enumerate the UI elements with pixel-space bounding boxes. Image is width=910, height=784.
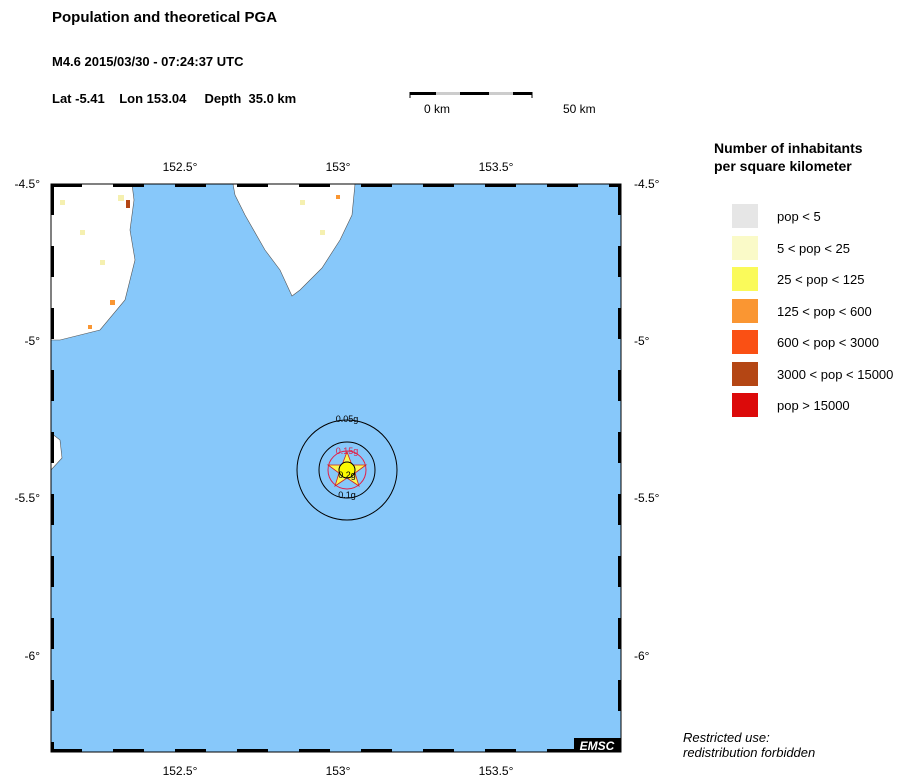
legend-label: pop < 5 — [777, 209, 821, 224]
location-info: Lat -5.41 Lon 153.04 Depth 35.0 km — [52, 91, 297, 106]
map-frame — [50, 183, 622, 753]
legend-title: per square kilometer — [714, 158, 852, 174]
legend-swatch — [732, 361, 758, 386]
legend-swatch — [732, 267, 758, 291]
pga-contours: 0.05g 0.15g 0.2g 0.1g — [296, 414, 398, 521]
legend-swatch — [732, 393, 758, 417]
lon-tick: 153.5° — [479, 160, 514, 174]
axis-labels: 152.5° 153° 153.5° 152.5° 153° 153.5° -4… — [15, 160, 660, 778]
lat-tick: -5.5° — [634, 491, 660, 505]
lon-tick: 152.5° — [163, 160, 198, 174]
page-title: Population and theoretical PGA — [52, 9, 278, 26]
lon-tick: 153° — [326, 764, 351, 778]
event-info: M4.6 2015/03/30 - 07:24:37 UTC — [52, 54, 244, 69]
legend-swatch — [732, 298, 758, 323]
legend-label: 125 < pop < 600 — [777, 303, 872, 319]
legend-swatch — [732, 235, 758, 260]
lon-tick: 153.5° — [479, 764, 514, 778]
lat-tick: -5° — [25, 334, 41, 348]
lon-tick: 153° — [326, 160, 351, 174]
pga-label: 0.2g — [338, 470, 356, 480]
pga-label: 0.05g — [336, 414, 359, 424]
lon-tick: 152.5° — [163, 764, 198, 778]
lat-tick: -5° — [634, 334, 650, 348]
lat-tick: -6° — [634, 649, 650, 663]
legend-label: 600 < pop < 3000 — [777, 335, 879, 350]
scale-bar — [409, 92, 533, 98]
svg-text:EMSC: EMSC — [580, 739, 615, 753]
lat-tick: -5.5° — [15, 491, 41, 505]
legend-label: 25 < pop < 125 — [777, 272, 865, 287]
lat-tick: -4.5° — [634, 177, 660, 191]
population-cells — [60, 195, 340, 329]
lat-tick: -6° — [25, 649, 41, 663]
lat-tick: -4.5° — [15, 177, 41, 191]
legend-title: Number of inhabitants — [714, 140, 863, 156]
pga-label: 0.1g — [338, 490, 356, 500]
footer-note: redistribution forbidden — [683, 745, 816, 760]
footer-note: Restricted use: — [683, 730, 770, 745]
scale-right: 50 km — [563, 102, 596, 116]
legend-label: 3000 < pop < 15000 — [777, 366, 894, 382]
land-bougainville-north — [232, 183, 356, 297]
legend-label: pop > 15000 — [777, 398, 850, 413]
pga-label: 0.15g — [336, 446, 359, 456]
legend-swatch — [732, 204, 758, 228]
legend-label: 5 < pop < 25 — [777, 240, 851, 256]
scale-left: 0 km — [424, 102, 451, 116]
legend-swatch — [732, 330, 758, 354]
emsc-logo — [574, 738, 621, 752]
